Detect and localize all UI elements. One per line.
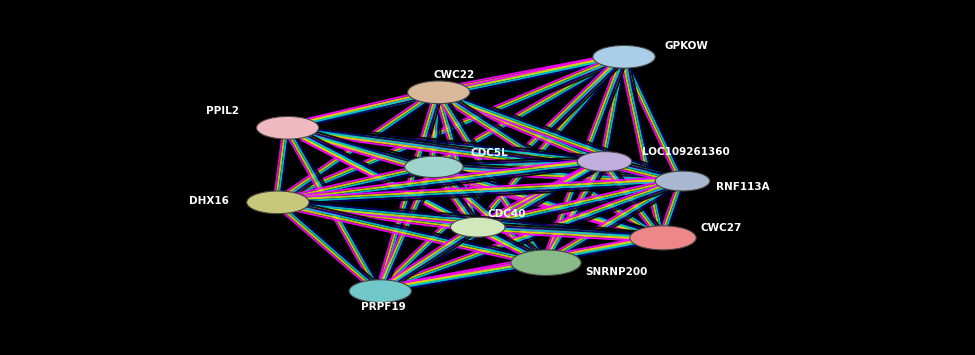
Ellipse shape [511, 250, 581, 275]
Ellipse shape [593, 45, 655, 68]
Text: DHX16: DHX16 [189, 196, 229, 206]
Text: CWC22: CWC22 [434, 70, 475, 80]
Text: CWC27: CWC27 [700, 223, 741, 233]
Text: GPKOW: GPKOW [665, 41, 709, 51]
Text: PRPF19: PRPF19 [361, 302, 406, 312]
Ellipse shape [450, 217, 505, 237]
Ellipse shape [405, 156, 463, 178]
Text: LOC109261360: LOC109261360 [642, 147, 729, 157]
Ellipse shape [247, 191, 309, 214]
Ellipse shape [655, 171, 710, 191]
Text: SNRNP200: SNRNP200 [585, 267, 647, 277]
Ellipse shape [408, 81, 470, 104]
Text: PPIL2: PPIL2 [206, 106, 239, 116]
Ellipse shape [630, 226, 696, 250]
Text: CDC40: CDC40 [488, 209, 526, 219]
Ellipse shape [577, 152, 632, 171]
Ellipse shape [256, 116, 319, 139]
Text: CDC5L: CDC5L [471, 148, 509, 158]
Text: RNF113A: RNF113A [716, 182, 769, 192]
Ellipse shape [349, 280, 411, 302]
